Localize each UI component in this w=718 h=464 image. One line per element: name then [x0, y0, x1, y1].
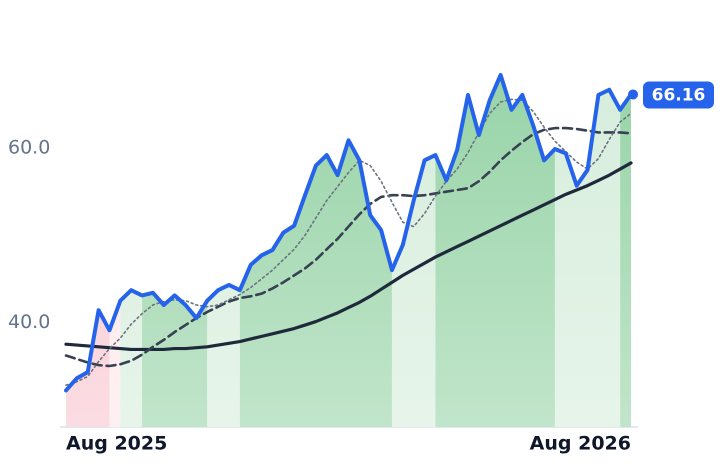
series-line	[65, 98, 632, 386]
y-tick-label: 60.0	[8, 137, 50, 159]
last-price-dot	[628, 89, 638, 100]
y-tick-label: 40.0	[8, 311, 50, 333]
series-line	[64, 161, 633, 352]
band-group	[66, 74, 631, 427]
band-fade	[66, 74, 631, 427]
last-price-label: 66.16	[652, 85, 706, 105]
x-tick-label: Aug 2026	[530, 433, 631, 455]
last-price-badge	[643, 81, 714, 109]
series-line	[64, 72, 633, 393]
x-tick-label: Aug 2025	[66, 433, 167, 455]
